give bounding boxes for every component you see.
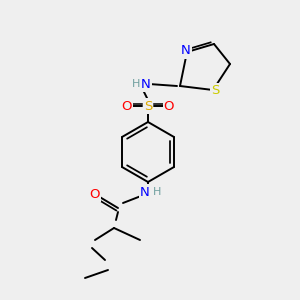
Text: S: S	[144, 100, 152, 112]
Text: O: O	[90, 188, 100, 200]
Text: H: H	[132, 79, 140, 89]
Text: H: H	[153, 187, 161, 197]
Text: O: O	[164, 100, 174, 112]
Text: N: N	[181, 44, 191, 58]
Text: N: N	[140, 185, 150, 199]
Text: S: S	[211, 85, 219, 98]
Text: N: N	[141, 77, 151, 91]
Text: O: O	[122, 100, 132, 112]
